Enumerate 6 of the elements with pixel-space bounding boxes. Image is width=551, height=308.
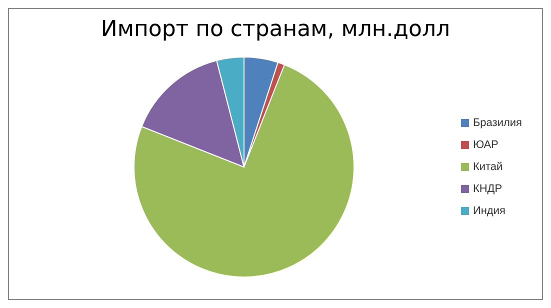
legend-label: ЮАР (472, 139, 498, 151)
chart-title: Импорт по странам, млн.долл (100, 17, 452, 42)
legend-label: Индия (472, 205, 506, 217)
legend-label: КНДР (472, 183, 502, 195)
legend-label: Китай (472, 161, 503, 173)
legend-label: Бразилия (472, 117, 522, 129)
